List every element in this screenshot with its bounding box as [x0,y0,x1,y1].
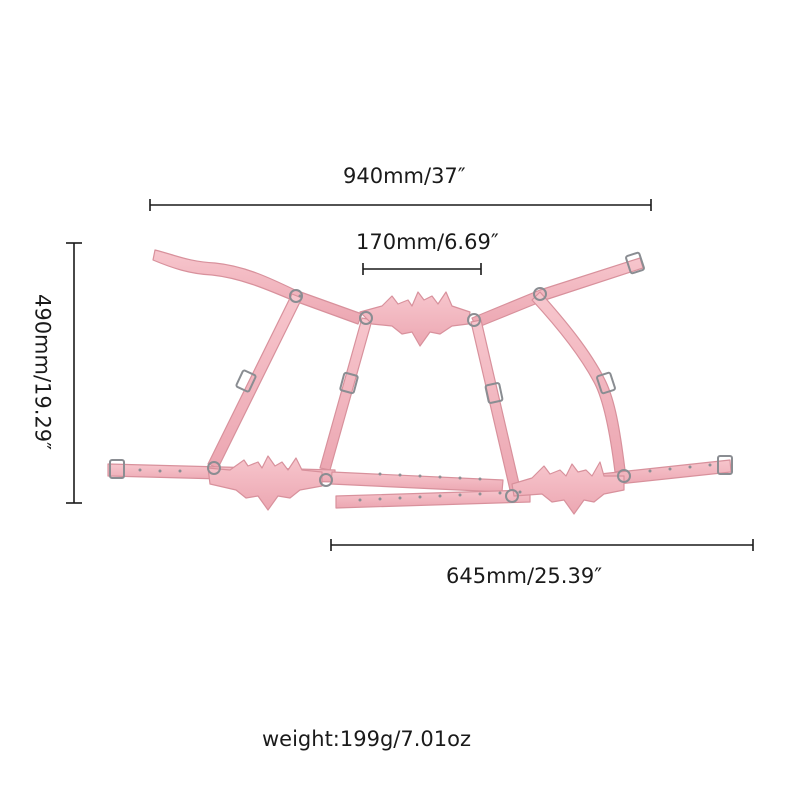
center-lower-belt [335,489,531,509]
o-ring-right-bat-left [505,489,519,503]
o-ring-top-right [533,287,547,301]
overall-width-dimension-line [149,199,652,211]
top-left-strap [152,249,363,325]
hardware [109,251,733,503]
buckle-right-arm [596,371,616,395]
height-label: 490mm/19.29″ [30,293,55,451]
bottom-width-dimension-line [330,539,754,551]
overall-width-label: 940mm/37″ [343,164,466,188]
o-ring-center-right [467,313,481,327]
weight-label: weight:199g/7.01oz [262,727,471,751]
left-inner-vertical-strap [319,317,373,471]
buckle-left-outer [235,369,257,393]
o-ring-top-left [289,289,303,303]
bottom-width-label: 645mm/25.39″ [446,564,603,588]
o-ring-left-bat-right [319,473,333,487]
buckle-bottom-left [109,459,125,479]
buckle-left-inner [339,371,359,395]
buckle-bottom-right [717,455,733,475]
o-ring-center-left [359,311,373,325]
buckle-top-right [625,251,645,275]
center-upper-belt [330,471,504,493]
height-dimension-line [66,242,82,504]
right-bat-shape [511,461,625,515]
strap-holes [138,294,712,502]
center-width-label: 170mm/6.69″ [356,230,499,254]
center-bat-shape [359,291,471,347]
harness-straps [107,249,732,515]
center-width-dimension-line [362,263,482,275]
right-inner-vertical-strap [470,319,521,491]
left-outer-vertical-strap [207,293,303,469]
buckle-right-inner [484,382,504,404]
left-bat-shape [207,455,323,511]
right-arm-strap [531,291,626,473]
dimension-lines [66,199,754,551]
o-ring-left-bat [207,461,221,475]
o-ring-right-bat-right [617,469,631,483]
